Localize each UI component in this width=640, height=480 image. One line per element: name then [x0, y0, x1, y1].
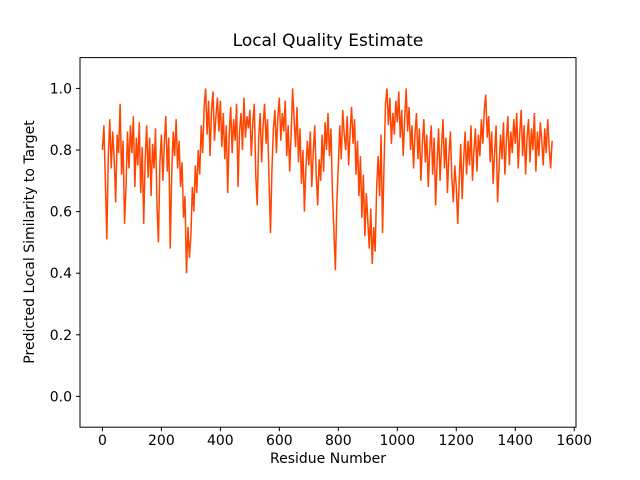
x-tick-label: 800 [325, 433, 352, 449]
y-tick-label: 0.8 [50, 143, 72, 159]
x-tick-label: 1000 [379, 433, 415, 449]
chart-title: Local Quality Estimate [232, 31, 424, 51]
x-axis-label: Residue Number [270, 451, 386, 467]
y-tick-label: 1.0 [50, 81, 72, 97]
plot-frame [79, 57, 577, 428]
x-tick-label: 400 [207, 433, 234, 449]
x-tick-label: 600 [266, 433, 293, 449]
axis-tick-marks [76, 87, 575, 432]
x-tick-label: 1200 [438, 433, 474, 449]
x-tick-label: 0 [98, 433, 107, 449]
y-tick-label: 0.0 [50, 389, 72, 405]
y-tick-label: 0.4 [50, 266, 72, 282]
x-tick-label: 1400 [497, 433, 533, 449]
x-tick-label: 1600 [556, 433, 592, 449]
y-tick-label: 0.2 [50, 328, 72, 344]
quality-series-line [101, 88, 553, 274]
axis-tick-labels: 0 200 400 600 800 1000 1200 1400 1600 0.0 0.2 0.4 0.… [50, 81, 592, 449]
y-tick-label: 0.6 [50, 205, 72, 221]
x-tick-label: 200 [148, 433, 175, 449]
